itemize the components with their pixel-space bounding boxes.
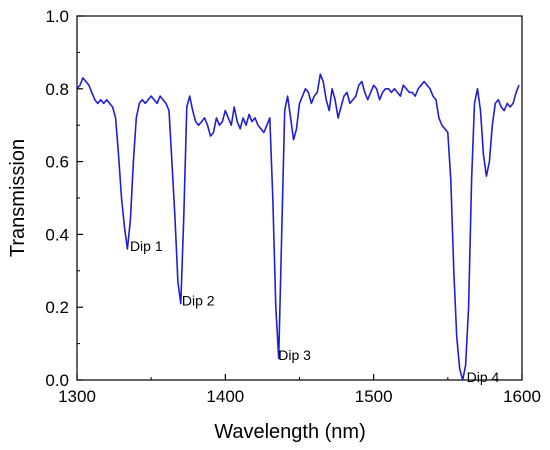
x-tick-label: 1600 <box>503 387 541 406</box>
x-axis-title: Wavelength (nm) <box>214 421 366 443</box>
dip-label: Dip 3 <box>278 347 311 363</box>
y-tick-label: 0.4 <box>45 225 69 244</box>
y-axis-title: Transmission <box>7 139 29 257</box>
y-tick-label: 0.0 <box>45 371 69 390</box>
plot-frame <box>76 15 523 381</box>
annotation-layer: Dip 1 Dip 2 Dip 3 Dip 4 <box>130 238 500 385</box>
dip-label: Dip 1 <box>130 238 163 254</box>
y-tick-label: 0.8 <box>45 80 69 99</box>
y-tick-label: 1.0 <box>45 7 69 26</box>
series-line <box>76 73 520 381</box>
x-tick-label: 1300 <box>58 387 96 406</box>
x-tick-label: 1500 <box>355 387 393 406</box>
dip-label: Dip 4 <box>467 369 500 385</box>
x-tick-label: 1400 <box>206 387 244 406</box>
plot-area <box>76 15 523 381</box>
dip-label: Dip 2 <box>182 293 215 309</box>
data-layer <box>76 73 520 381</box>
y-tick-label: 0.2 <box>45 298 69 317</box>
tick-layer: 1300 1400 1500 1600 0.0 0.2 0.4 0.6 0.8 1.0 <box>45 7 541 406</box>
y-tick-label: 0.6 <box>45 153 69 172</box>
